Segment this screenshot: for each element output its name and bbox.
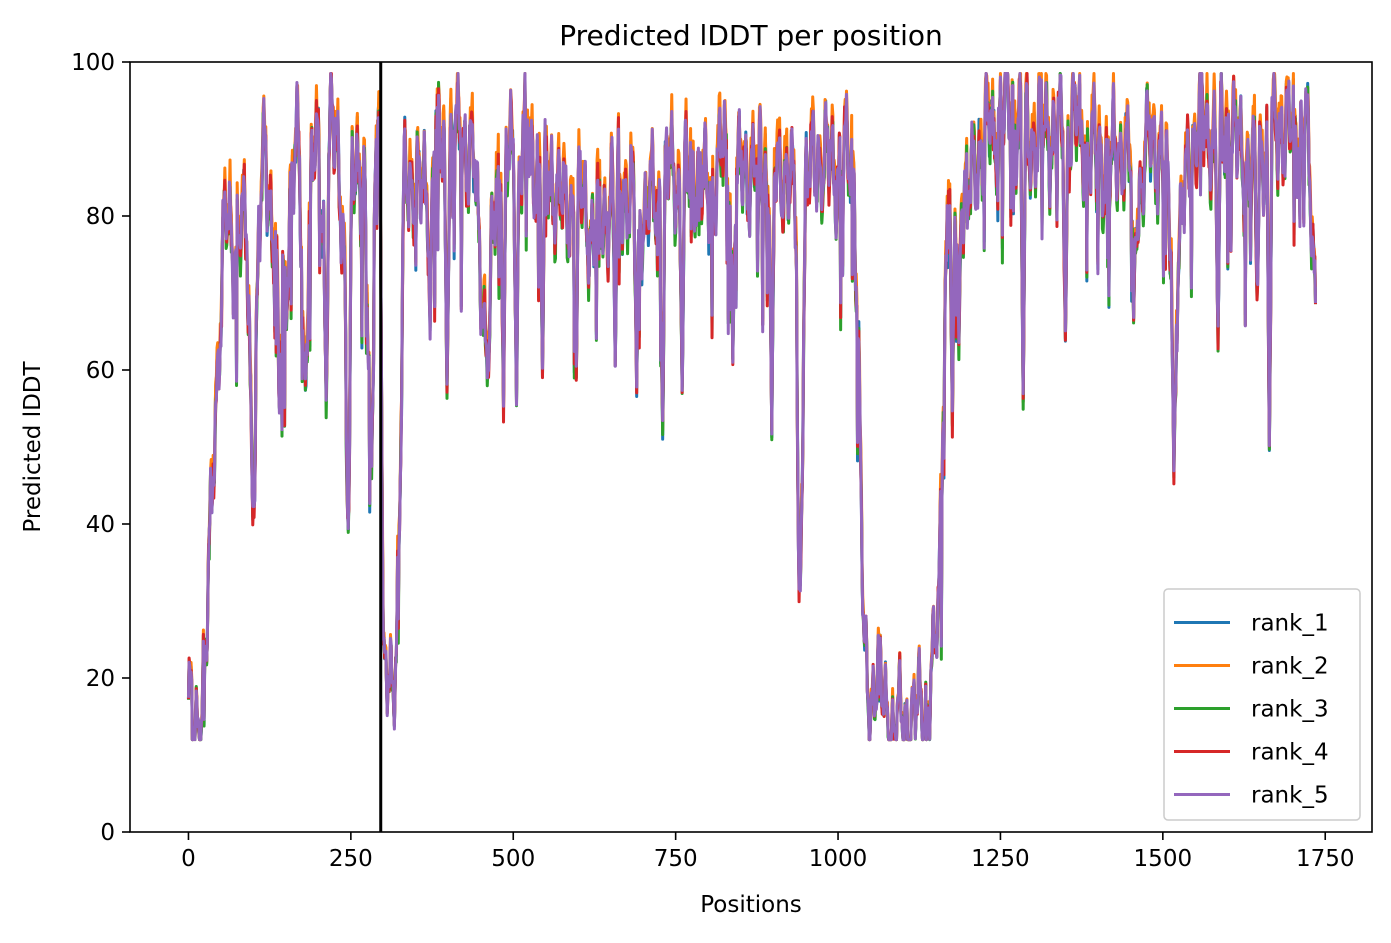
x-tick-label: 0 [181, 846, 196, 872]
y-axis-label: Predicted lDDT [20, 360, 46, 532]
y-tick-label: 0 [100, 820, 115, 846]
x-tick-label: 250 [329, 846, 373, 872]
y-tick-label: 20 [86, 666, 115, 692]
legend: rank_1 rank_2 rank_3 rank_4 rank_5 [1163, 588, 1361, 821]
y-tick-label: 40 [86, 512, 115, 538]
legend-label-rank_5: rank_5 [1251, 783, 1329, 809]
x-tick-label: 1750 [1296, 846, 1355, 872]
x-tick-label: 1500 [1134, 846, 1193, 872]
series-lines [186, 72, 1317, 742]
legend-label-rank_2: rank_2 [1251, 654, 1329, 680]
legend-label-rank_4: rank_4 [1251, 740, 1329, 766]
y-tick-label: 60 [86, 358, 115, 384]
axes-frame [129, 61, 1373, 833]
legend-box [1163, 588, 1361, 821]
legend-label-rank_3: rank_3 [1251, 697, 1329, 723]
axes: 0 250 500 750 1000 1250 1500 1750 0 20 40 60 80 100 [71, 50, 1373, 872]
legend-label-rank_1: rank_1 [1251, 611, 1329, 637]
x-axis-label: Positions [700, 892, 802, 918]
y-tick-label: 100 [71, 50, 115, 76]
chart-title: Predicted lDDT per position [559, 19, 943, 52]
y-tick-label: 80 [86, 204, 115, 230]
x-tick-label: 1000 [809, 846, 868, 872]
x-tick-label: 500 [491, 846, 535, 872]
x-tick-label: 750 [654, 846, 698, 872]
plot-area [186, 62, 1317, 832]
series-line-rank_5 [186, 72, 1317, 742]
x-tick-label: 1250 [971, 846, 1030, 872]
